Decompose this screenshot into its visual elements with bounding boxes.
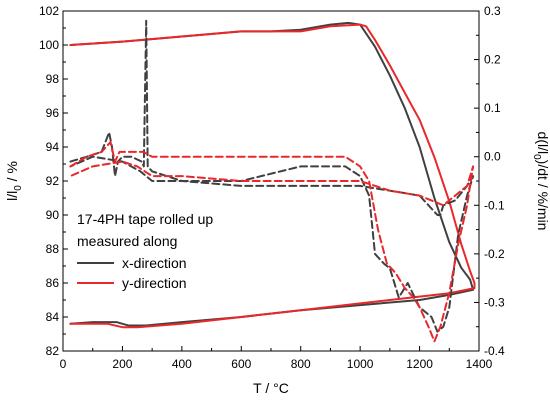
legend: 17-4PH tape rolled up measured along x-d…	[77, 211, 213, 291]
right-y-tick-label: -0.3	[484, 295, 505, 309]
x-tick-label: 800	[291, 357, 311, 371]
right-axis-title: d(l/l0)/dt / %/min	[531, 132, 550, 231]
right-y-tick-label: -0.2	[484, 247, 505, 261]
left-y-tick-label: 84	[46, 310, 60, 324]
left-axis-title: l/l0 / %	[4, 161, 24, 201]
legend-title-line-2: measured along	[77, 233, 177, 249]
series-layer	[69, 19, 476, 343]
legend-title-line-1: 17-4PH tape rolled up	[77, 211, 213, 227]
left-y-tick-label: 90	[46, 208, 60, 222]
series-x-direction-length	[69, 21, 475, 327]
x-tick-label: 400	[172, 357, 192, 371]
left-y-tick-label: 88	[46, 242, 60, 256]
x-tick-label: 1000	[347, 357, 374, 371]
x-axis-title: T / °C	[253, 380, 289, 396]
series-y-direction-rate	[69, 141, 475, 343]
right-y-tick-label: -0.4	[484, 344, 505, 358]
ticks-layer: 0 200 400 600 800 1000 1200 1400 82 84 86 88 90 92 94 9…	[39, 4, 505, 371]
right-y-tick-label: -0.1	[484, 198, 505, 212]
left-y-tick-label: 102	[39, 4, 59, 18]
x-tick-label: 200	[112, 357, 132, 371]
x-tick-label: 1200	[406, 357, 433, 371]
x-tick-label: 0	[60, 357, 67, 371]
left-y-tick-label: 94	[46, 140, 60, 154]
left-y-tick-label: 82	[46, 344, 60, 358]
left-y-tick-label: 100	[39, 38, 59, 52]
right-y-tick-label: 0.3	[484, 4, 501, 18]
right-y-tick-label: 0.0	[484, 150, 501, 164]
x-tick-label: 600	[231, 357, 251, 371]
series-x-direction-rate	[69, 19, 475, 333]
series-y-direction-length	[69, 23, 476, 329]
left-y-tick-label: 92	[46, 174, 60, 188]
left-y-tick-label: 86	[46, 276, 60, 290]
right-y-tick-label: 0.2	[484, 53, 501, 67]
x-tick-label: 1400	[466, 357, 493, 371]
legend-entry-y: y-direction	[122, 275, 187, 291]
left-y-tick-label: 98	[46, 72, 60, 86]
left-y-tick-label: 96	[46, 106, 60, 120]
legend-entry-x: x-direction	[122, 255, 187, 271]
right-y-tick-label: 0.1	[484, 101, 501, 115]
